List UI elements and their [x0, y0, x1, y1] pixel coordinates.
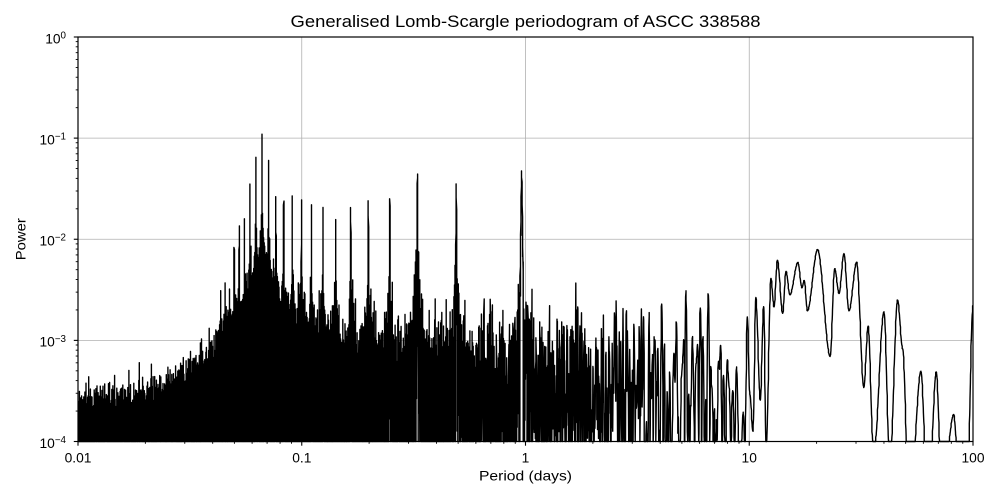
- svg-text:0.1: 0.1: [292, 451, 311, 466]
- svg-text:10: 10: [742, 451, 758, 466]
- svg-text:Generalised Lomb-Scargle perio: Generalised Lomb-Scargle periodogram of …: [291, 12, 761, 31]
- svg-text:0.01: 0.01: [65, 451, 92, 466]
- svg-text:Power: Power: [13, 218, 29, 260]
- svg-text:1: 1: [522, 451, 530, 466]
- svg-text:Period (days): Period (days): [479, 467, 572, 483]
- svg-text:100: 100: [961, 451, 984, 466]
